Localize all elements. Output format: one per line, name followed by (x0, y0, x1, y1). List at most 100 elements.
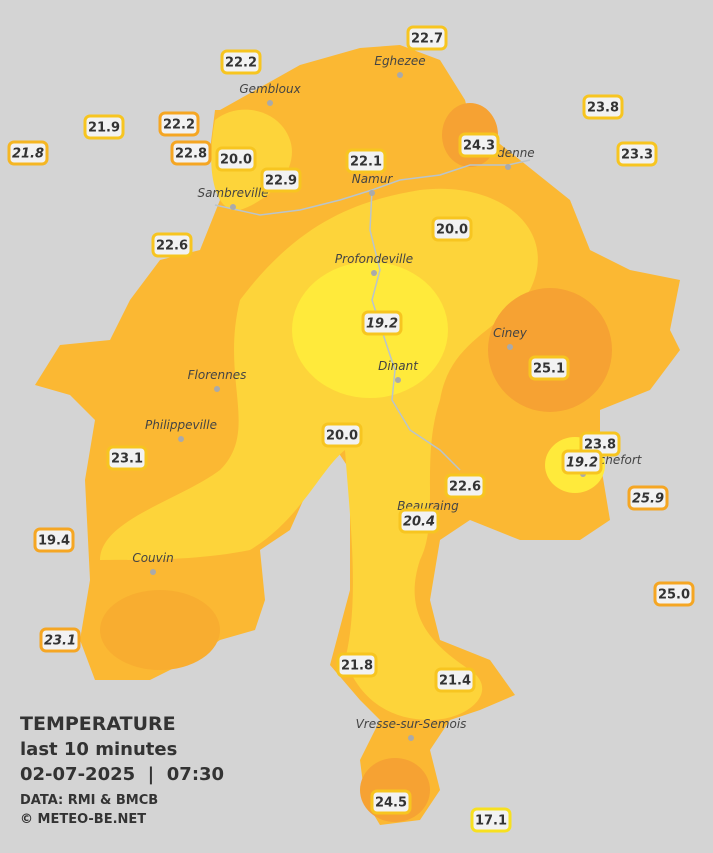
station-value: 21.8 (341, 659, 373, 674)
station-box (345, 148, 387, 174)
town-name: Couvin (132, 551, 173, 565)
station: 23.1 (39, 627, 81, 653)
station-box (336, 652, 378, 678)
station: 22.7 (406, 25, 448, 51)
station-box (39, 627, 81, 653)
town-name: Sambreville (197, 186, 268, 200)
station: 23.1 (106, 445, 148, 471)
town-dot (369, 190, 375, 196)
station-value: 17.1 (475, 814, 507, 829)
station-box (321, 422, 363, 448)
station-box (653, 581, 695, 607)
station-value: 19.2 (366, 317, 398, 332)
town-name: Ciney (493, 326, 528, 340)
station-value: 25.1 (533, 362, 565, 377)
station-box (431, 216, 473, 242)
station-box (406, 25, 448, 51)
station-value: 22.6 (156, 239, 188, 254)
legend-datetime: 02-07-2025 | 07:30 (20, 764, 224, 785)
station-box (158, 111, 200, 137)
town-dot (507, 344, 513, 350)
town-name: Namur (352, 172, 394, 186)
warm-zone (488, 288, 612, 412)
station-value: 23.1 (111, 452, 143, 467)
station-value: 23.8 (584, 438, 616, 453)
station: 24.3 (458, 132, 500, 158)
station-value: 20.0 (436, 223, 468, 238)
station-box (470, 807, 512, 833)
station-box (170, 140, 212, 166)
station-value: 22.2 (163, 118, 195, 133)
station-box (444, 473, 486, 499)
station-box (627, 485, 669, 511)
station-value: 25.0 (658, 588, 690, 603)
station-value: 21.4 (439, 674, 471, 689)
station-box (106, 445, 148, 471)
legend-period: last 10 minutes (20, 739, 177, 760)
station: 22.9 (260, 167, 302, 193)
station-value: 20.0 (326, 429, 358, 444)
station-value: 23.3 (621, 148, 653, 163)
town-name: Dinant (378, 359, 419, 373)
town-dot (230, 204, 236, 210)
station-box (434, 667, 476, 693)
station-value: 24.5 (375, 796, 407, 811)
legend-copyright: © METEO-BE.NET (20, 812, 146, 827)
station-box (83, 114, 125, 140)
town-name: Florennes (188, 368, 247, 382)
town-dot (371, 270, 377, 276)
town-name: Philippeville (145, 418, 217, 432)
station: 23.3 (616, 141, 658, 167)
town-dot (395, 377, 401, 383)
station: 25.9 (627, 485, 669, 511)
legend: TEMPERATURE last 10 minutes 02-07-2025 |… (20, 713, 224, 827)
station-box (361, 310, 403, 336)
station-value: 23.8 (587, 101, 619, 116)
town-dot (267, 100, 273, 106)
town-dot (150, 569, 156, 575)
station-box (398, 508, 440, 534)
station: 19.2 (561, 449, 603, 475)
station-value: 20.0 (220, 153, 252, 168)
station: 20.4 (398, 508, 440, 534)
legend-source: DATA: RMI & BMCB (20, 793, 158, 808)
station-value: 22.6 (449, 480, 481, 495)
station-box (582, 94, 624, 120)
station: 21.8 (7, 140, 49, 166)
town-name: Gembloux (239, 82, 301, 96)
station-box (260, 167, 302, 193)
station-box (528, 355, 570, 381)
station-box (33, 527, 75, 553)
legend-title: TEMPERATURE (20, 713, 176, 735)
station: 19.2 (361, 310, 403, 336)
station-value: 24.3 (463, 139, 495, 154)
town-dot (397, 72, 403, 78)
station-value: 19.2 (566, 456, 598, 471)
station-value: 22.1 (350, 155, 382, 170)
station: 22.2 (220, 49, 262, 75)
station: 21.4 (434, 667, 476, 693)
station: 22.6 (444, 473, 486, 499)
station-box (215, 146, 257, 172)
town-dot (505, 164, 511, 170)
station: 22.1 (345, 148, 387, 174)
station: 24.5 (370, 789, 412, 815)
town-dot (178, 436, 184, 442)
town-name: Profondeville (335, 252, 413, 266)
station: 21.8 (336, 652, 378, 678)
station-value: 22.2 (225, 56, 257, 71)
town-dot (408, 735, 414, 741)
town-dot (214, 386, 220, 392)
town-name: Vresse-sur-Semois (356, 717, 467, 731)
river (369, 189, 461, 471)
town-name: Eghezee (374, 54, 425, 68)
station-value: 21.9 (88, 121, 120, 136)
station-box (616, 141, 658, 167)
river (214, 159, 531, 216)
station-box (458, 132, 500, 158)
station: 21.9 (83, 114, 125, 140)
station: 19.4 (33, 527, 75, 553)
station-value: 25.9 (632, 492, 664, 507)
